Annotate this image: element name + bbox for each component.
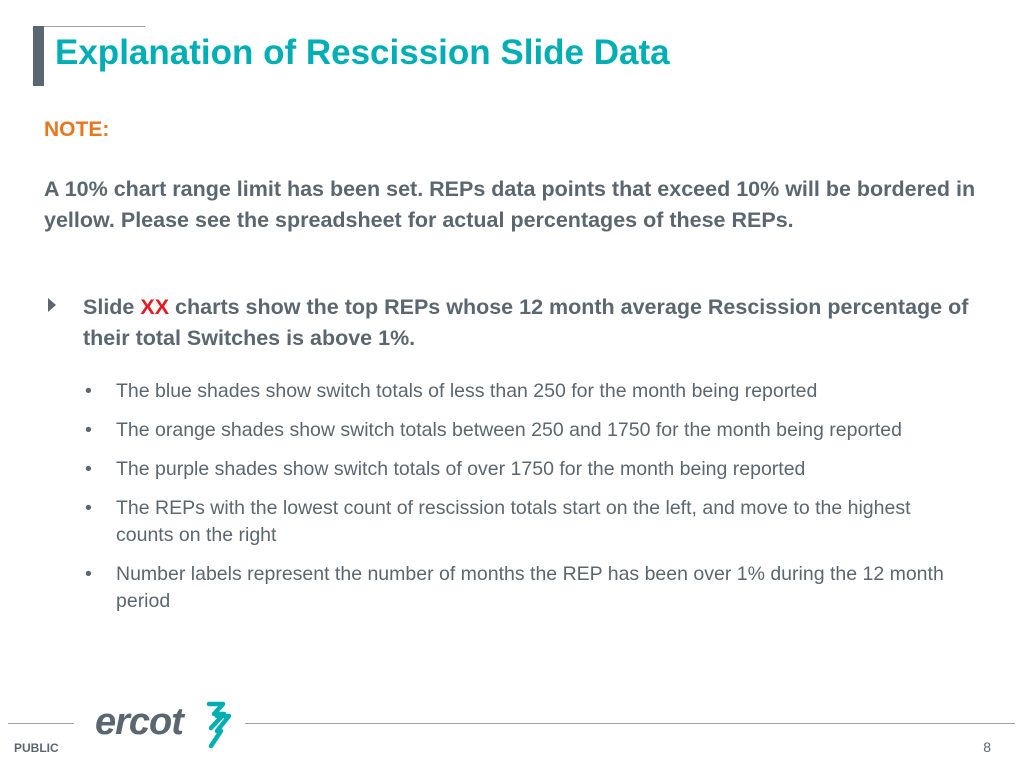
- bullet-dot-icon: •: [85, 497, 92, 519]
- bullet-dot-icon: •: [85, 380, 92, 402]
- note-label: NOTE:: [44, 118, 110, 141]
- bullet-dot-icon: •: [85, 419, 92, 441]
- page-number: 8: [983, 739, 991, 755]
- slide-title: Explanation of Rescission Slide Data: [55, 33, 670, 72]
- footer-rule-left: [8, 723, 74, 724]
- list-item: • The orange shades show switch totals be…: [84, 417, 964, 444]
- svg-text:ercot: ercot: [95, 701, 185, 743]
- note-paragraph: A 10% chart range limit has been set. RE…: [44, 177, 976, 232]
- list-item: • The REPs with the lowest count of resci…: [84, 495, 964, 549]
- list-item-text: Number labels represent the number of mo…: [116, 563, 944, 612]
- bullet-dot-icon: •: [85, 563, 92, 585]
- bullet-dot-icon: •: [85, 458, 92, 480]
- lightning-bolt-icon: [206, 701, 232, 749]
- classification-label: PUBLIC: [14, 741, 59, 755]
- sub-bullet-list: • The blue shades show switch totals of l…: [84, 378, 964, 627]
- main-bullet-text: Slide XX charts show the top REPs whose …: [83, 292, 983, 354]
- list-item: • Number labels represent the number of m…: [84, 561, 964, 615]
- main-bullet-suffix: charts show the top REPs whose 12 month …: [83, 295, 969, 350]
- list-item-text: The orange shades show switch totals bet…: [116, 419, 902, 441]
- footer-rule-right: [245, 723, 1015, 724]
- list-item: • The blue shades show switch totals of l…: [84, 378, 964, 405]
- list-item-text: The blue shades show switch totals of le…: [116, 380, 818, 402]
- list-item: • The purple shades show switch totals of…: [84, 456, 964, 483]
- title-top-rule: [33, 26, 145, 27]
- list-item-text: The REPs with the lowest count of rescis…: [116, 497, 911, 546]
- list-item-text: The purple shades show switch totals of …: [116, 458, 806, 480]
- triangle-bullet-icon: [48, 298, 56, 312]
- slide-number-highlight: XX: [140, 295, 170, 319]
- title-accent-bar: [33, 26, 44, 86]
- ercot-logo: ercot: [95, 701, 232, 749]
- main-bullet-prefix: Slide: [83, 295, 135, 319]
